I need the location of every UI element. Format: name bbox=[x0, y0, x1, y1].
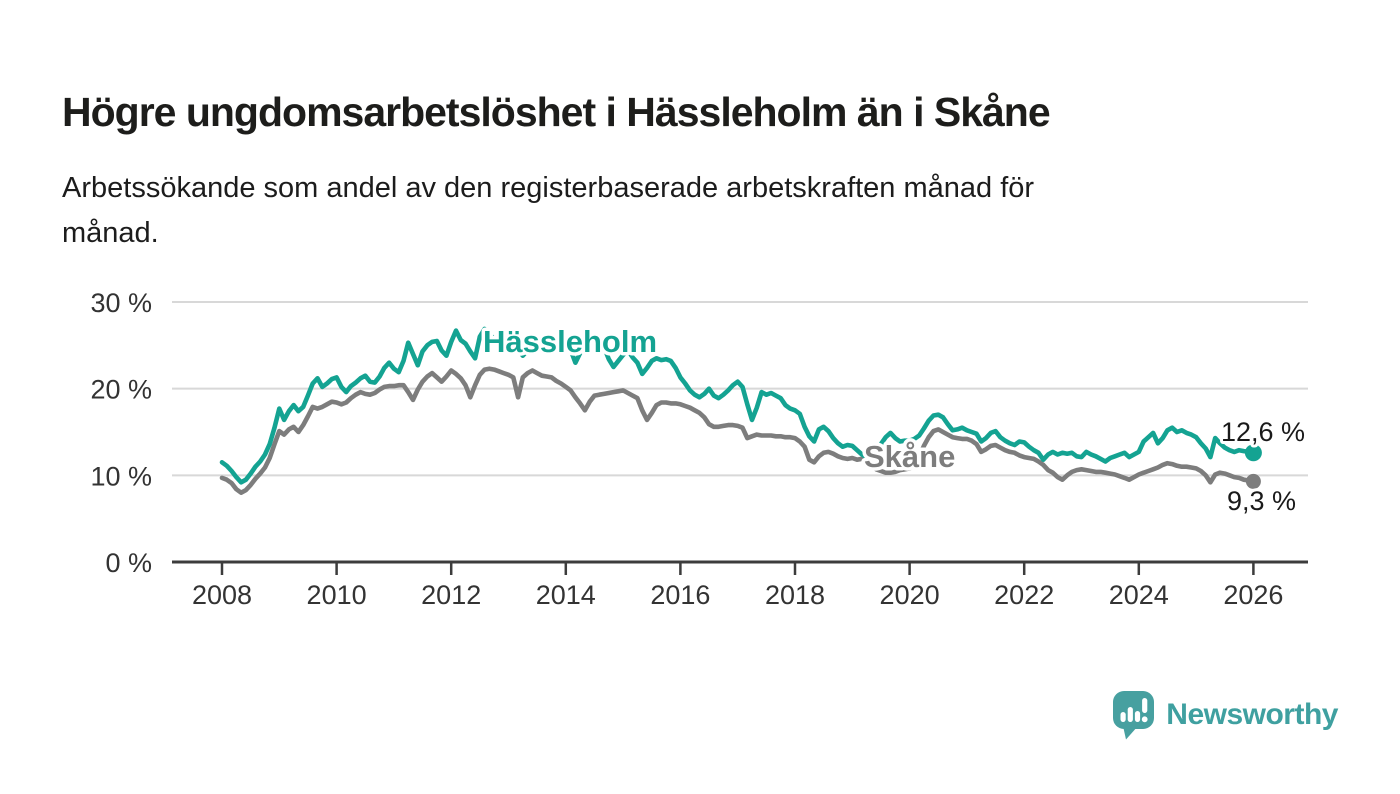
x-tick-label: 2012 bbox=[421, 580, 481, 610]
series-line-skane bbox=[219, 366, 1256, 496]
subtitle-line-2: månad. bbox=[62, 216, 159, 249]
series-end-dot-skane bbox=[1245, 473, 1261, 489]
x-tick-label: 2024 bbox=[1109, 580, 1169, 610]
series-label-skane: Skåne bbox=[864, 439, 955, 474]
x-tick-label: 2018 bbox=[765, 580, 825, 610]
latest-value-label-hassleholm: 12,6 % bbox=[1221, 417, 1305, 447]
series-label-hassleholm: Hässleholm bbox=[483, 324, 657, 359]
series-end-dot-hassleholm bbox=[1244, 444, 1262, 462]
newsworthy-logo: Newsworthy bbox=[1112, 690, 1338, 740]
newsworthy-wordmark: Newsworthy bbox=[1166, 698, 1338, 731]
x-tick-label: 2022 bbox=[994, 580, 1054, 610]
x-tick-label: 2010 bbox=[307, 580, 367, 610]
chart-subtitle: Arbetssökande som andel av den registerb… bbox=[62, 166, 1302, 256]
x-tick-label: 2026 bbox=[1223, 580, 1283, 610]
x-tick-label: 2008 bbox=[192, 580, 252, 610]
x-tick-label: 2016 bbox=[650, 580, 710, 610]
newsworthy-speech-bubble-chart-icon bbox=[1113, 691, 1155, 740]
x-tick-label: 2014 bbox=[536, 580, 596, 610]
y-tick-label: 20 % bbox=[90, 375, 152, 405]
y-tick-label: 30 % bbox=[90, 288, 152, 318]
y-tick-label: 0 % bbox=[105, 548, 152, 578]
y-tick-label: 10 % bbox=[90, 461, 152, 491]
subtitle-line-1: Arbetssökande som andel av den registerb… bbox=[62, 172, 1035, 204]
x-tick-label: 2020 bbox=[880, 580, 940, 610]
series-line-hassleholm bbox=[219, 326, 1256, 485]
page-title: Högre ungdomsarbetslöshet i Hässleholm ä… bbox=[62, 89, 1051, 136]
latest-value-label-skane: 9,3 % bbox=[1227, 486, 1296, 516]
